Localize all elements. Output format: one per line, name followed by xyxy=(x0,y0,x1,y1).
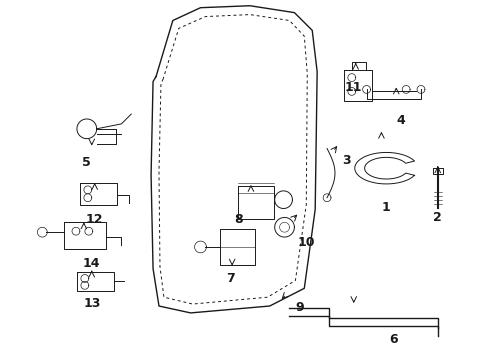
Text: 6: 6 xyxy=(388,333,397,346)
Text: 8: 8 xyxy=(233,213,242,226)
Text: 11: 11 xyxy=(345,81,362,94)
Text: 4: 4 xyxy=(396,114,405,127)
Text: 12: 12 xyxy=(86,213,103,226)
Text: 2: 2 xyxy=(432,211,441,224)
Text: 10: 10 xyxy=(297,235,314,248)
Text: 7: 7 xyxy=(225,272,234,285)
Text: 14: 14 xyxy=(83,257,101,270)
Text: 5: 5 xyxy=(82,156,91,169)
Text: 9: 9 xyxy=(294,301,303,315)
Text: 1: 1 xyxy=(381,201,390,214)
Text: 13: 13 xyxy=(83,297,100,310)
Text: 3: 3 xyxy=(342,154,350,167)
